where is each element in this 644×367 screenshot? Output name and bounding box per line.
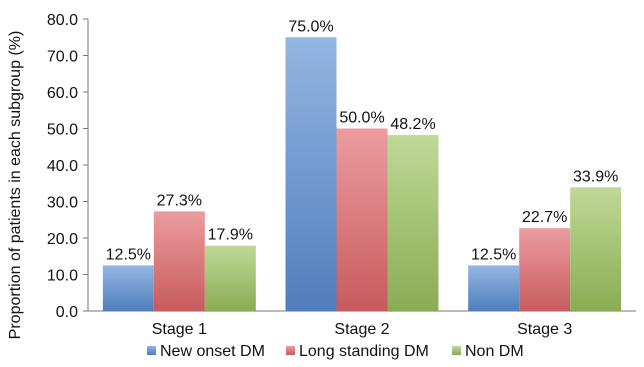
data-label: 12.5% (106, 246, 151, 263)
legend: New onset DM Long standing DM Non DM (147, 343, 524, 360)
bars (102, 37, 622, 311)
bar-3-2 (387, 135, 439, 311)
data-label: 17.9% (208, 227, 253, 244)
y-tick-label: 70.0 (47, 49, 78, 66)
x-category-label: Stage 3 (517, 321, 572, 338)
y-tick-label: 60.0 (47, 85, 78, 102)
legend-label: Long standing DM (299, 343, 429, 360)
bar-2-2 (336, 128, 388, 311)
y-tick-label: 30.0 (47, 195, 78, 212)
legend-swatch (452, 346, 461, 355)
data-label: 33.9% (573, 168, 618, 185)
data-label: 50.0% (339, 110, 384, 127)
bar-1-1 (102, 265, 154, 311)
legend-label: New onset DM (160, 343, 265, 360)
data-label: 75.0% (288, 18, 333, 35)
y-axis-ticks: 0.0 10.0 20.0 30.0 40.0 50.0 60.0 70.0 80.0 (47, 12, 88, 321)
bar-2-3 (519, 228, 571, 311)
legend-swatch (286, 346, 295, 355)
legend-swatch (147, 346, 156, 355)
x-category-label: Stage 2 (334, 321, 389, 338)
bar-1-3 (468, 265, 520, 311)
y-tick-label: 10.0 (47, 268, 78, 285)
bar-2-1 (153, 211, 205, 311)
y-tick-label: 0.0 (56, 304, 78, 321)
bar-3-3 (570, 187, 622, 311)
y-tick-label: 20.0 (47, 231, 78, 248)
data-label: 27.3% (157, 192, 202, 209)
y-tick-label: 50.0 (47, 122, 78, 139)
data-label: 22.7% (522, 209, 567, 226)
y-axis-title: Proportion of patients in each subgroup … (7, 31, 24, 340)
data-label: 48.2% (390, 116, 435, 133)
data-labels: 12.5% 27.3% 17.9% 75.0% 50.0% 48.2% 12.5% 22.7%… (106, 18, 619, 263)
bar-3-1 (204, 245, 256, 311)
x-category-label: Stage 1 (152, 321, 207, 338)
y-tick-label: 80.0 (47, 12, 78, 29)
legend-label: Non DM (465, 343, 524, 360)
y-tick-label: 40.0 (47, 158, 78, 175)
category-labels: Stage 1 Stage 2 Stage 3 (152, 321, 573, 338)
data-label: 12.5% (471, 246, 516, 263)
bar-1-2 (285, 37, 337, 311)
